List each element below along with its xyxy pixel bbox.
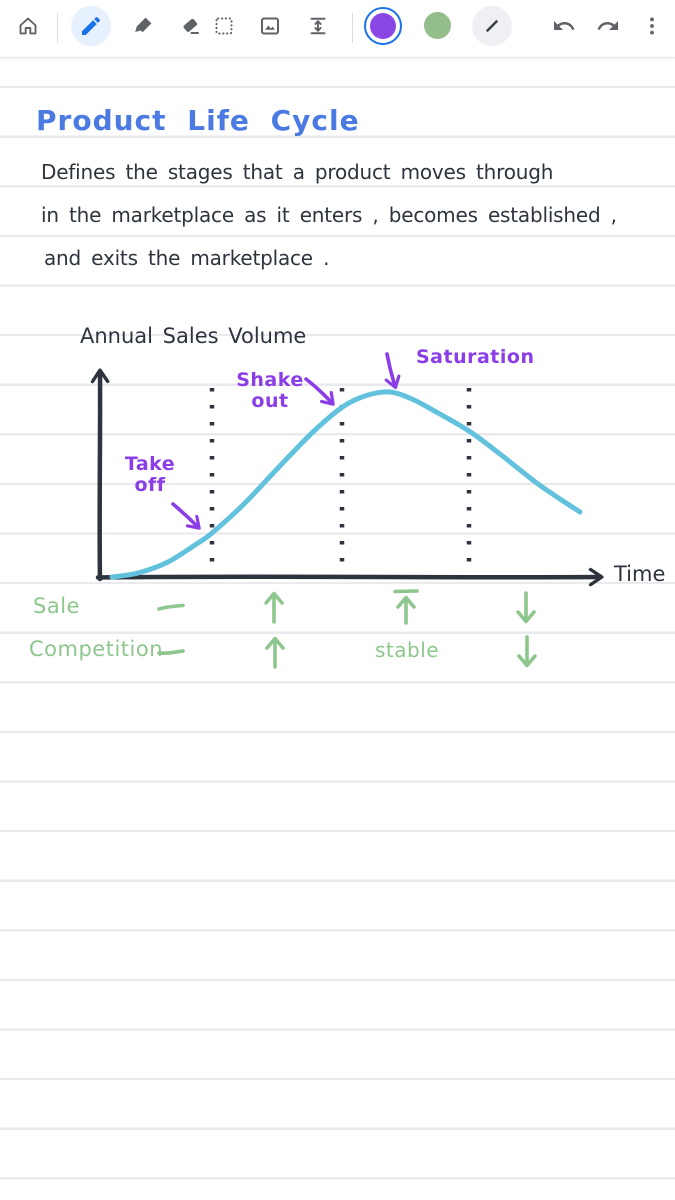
eraser-icon — [183, 18, 199, 34]
color-swatch-green[interactable] — [424, 12, 451, 39]
redo-icon — [597, 21, 618, 30]
insert-space-icon — [310, 17, 326, 35]
insert-image-icon — [261, 17, 279, 35]
pen-tool-button[interactable] — [71, 6, 111, 46]
home-icon — [19, 17, 37, 35]
toolbar — [0, 0, 675, 58]
lasso-select-icon — [215, 17, 233, 35]
color-swatch-purple-selected[interactable] — [364, 7, 402, 45]
saturation-arrow — [384, 352, 401, 390]
more-options-icon — [650, 17, 654, 35]
note-title: Product Life Cycle — [36, 104, 360, 137]
purple-color-icon — [370, 13, 396, 39]
stroke-style-icon — [486, 20, 498, 32]
undo-button[interactable] — [544, 6, 584, 46]
table-row-label-sale: Sale — [33, 594, 80, 618]
stroke-style-button[interactable] — [472, 6, 512, 46]
sale-peak-trend-icon — [391, 587, 421, 627]
note-body-line: and exits the marketplace . — [44, 246, 330, 270]
x-axis-label: Time — [614, 562, 666, 586]
annotation-saturation: Saturation — [416, 346, 535, 368]
note-body-line: in the marketplace as it enters , become… — [41, 203, 617, 227]
annotation-shake-out: Shake out — [236, 369, 304, 413]
toolbar-divider — [352, 13, 353, 43]
competition-flat-trend-icon — [156, 645, 186, 659]
table-cell-stable: stable — [375, 638, 440, 662]
sale-up-trend-icon — [261, 589, 287, 626]
lasso-select-button[interactable] — [204, 6, 244, 46]
competition-down-trend-icon — [514, 634, 540, 671]
highlighter-tool-button[interactable] — [123, 6, 163, 46]
annotation-take-off: Take off — [124, 453, 176, 497]
redo-button[interactable] — [588, 6, 628, 46]
eraser-tool-button[interactable] — [170, 6, 210, 46]
y-axis-label: Annual Sales Volume — [80, 324, 307, 348]
competition-up-trend-icon — [262, 634, 288, 671]
x-axis — [95, 567, 604, 587]
sale-down-trend-icon — [513, 590, 539, 627]
note-body-line: Defines the stages that a product moves … — [41, 160, 554, 184]
highlighter-icon — [135, 17, 152, 33]
home-button[interactable] — [8, 6, 48, 46]
more-options-button[interactable] — [632, 6, 672, 46]
insert-image-button[interactable] — [250, 6, 290, 46]
undo-icon — [554, 21, 575, 30]
toolbar-divider — [57, 13, 58, 43]
table-row-label-competition: Competition — [29, 637, 164, 661]
take-off-arrow — [171, 502, 201, 530]
pen-icon — [82, 16, 101, 35]
sale-flat-trend-icon — [156, 600, 186, 614]
insert-space-button[interactable] — [298, 6, 338, 46]
